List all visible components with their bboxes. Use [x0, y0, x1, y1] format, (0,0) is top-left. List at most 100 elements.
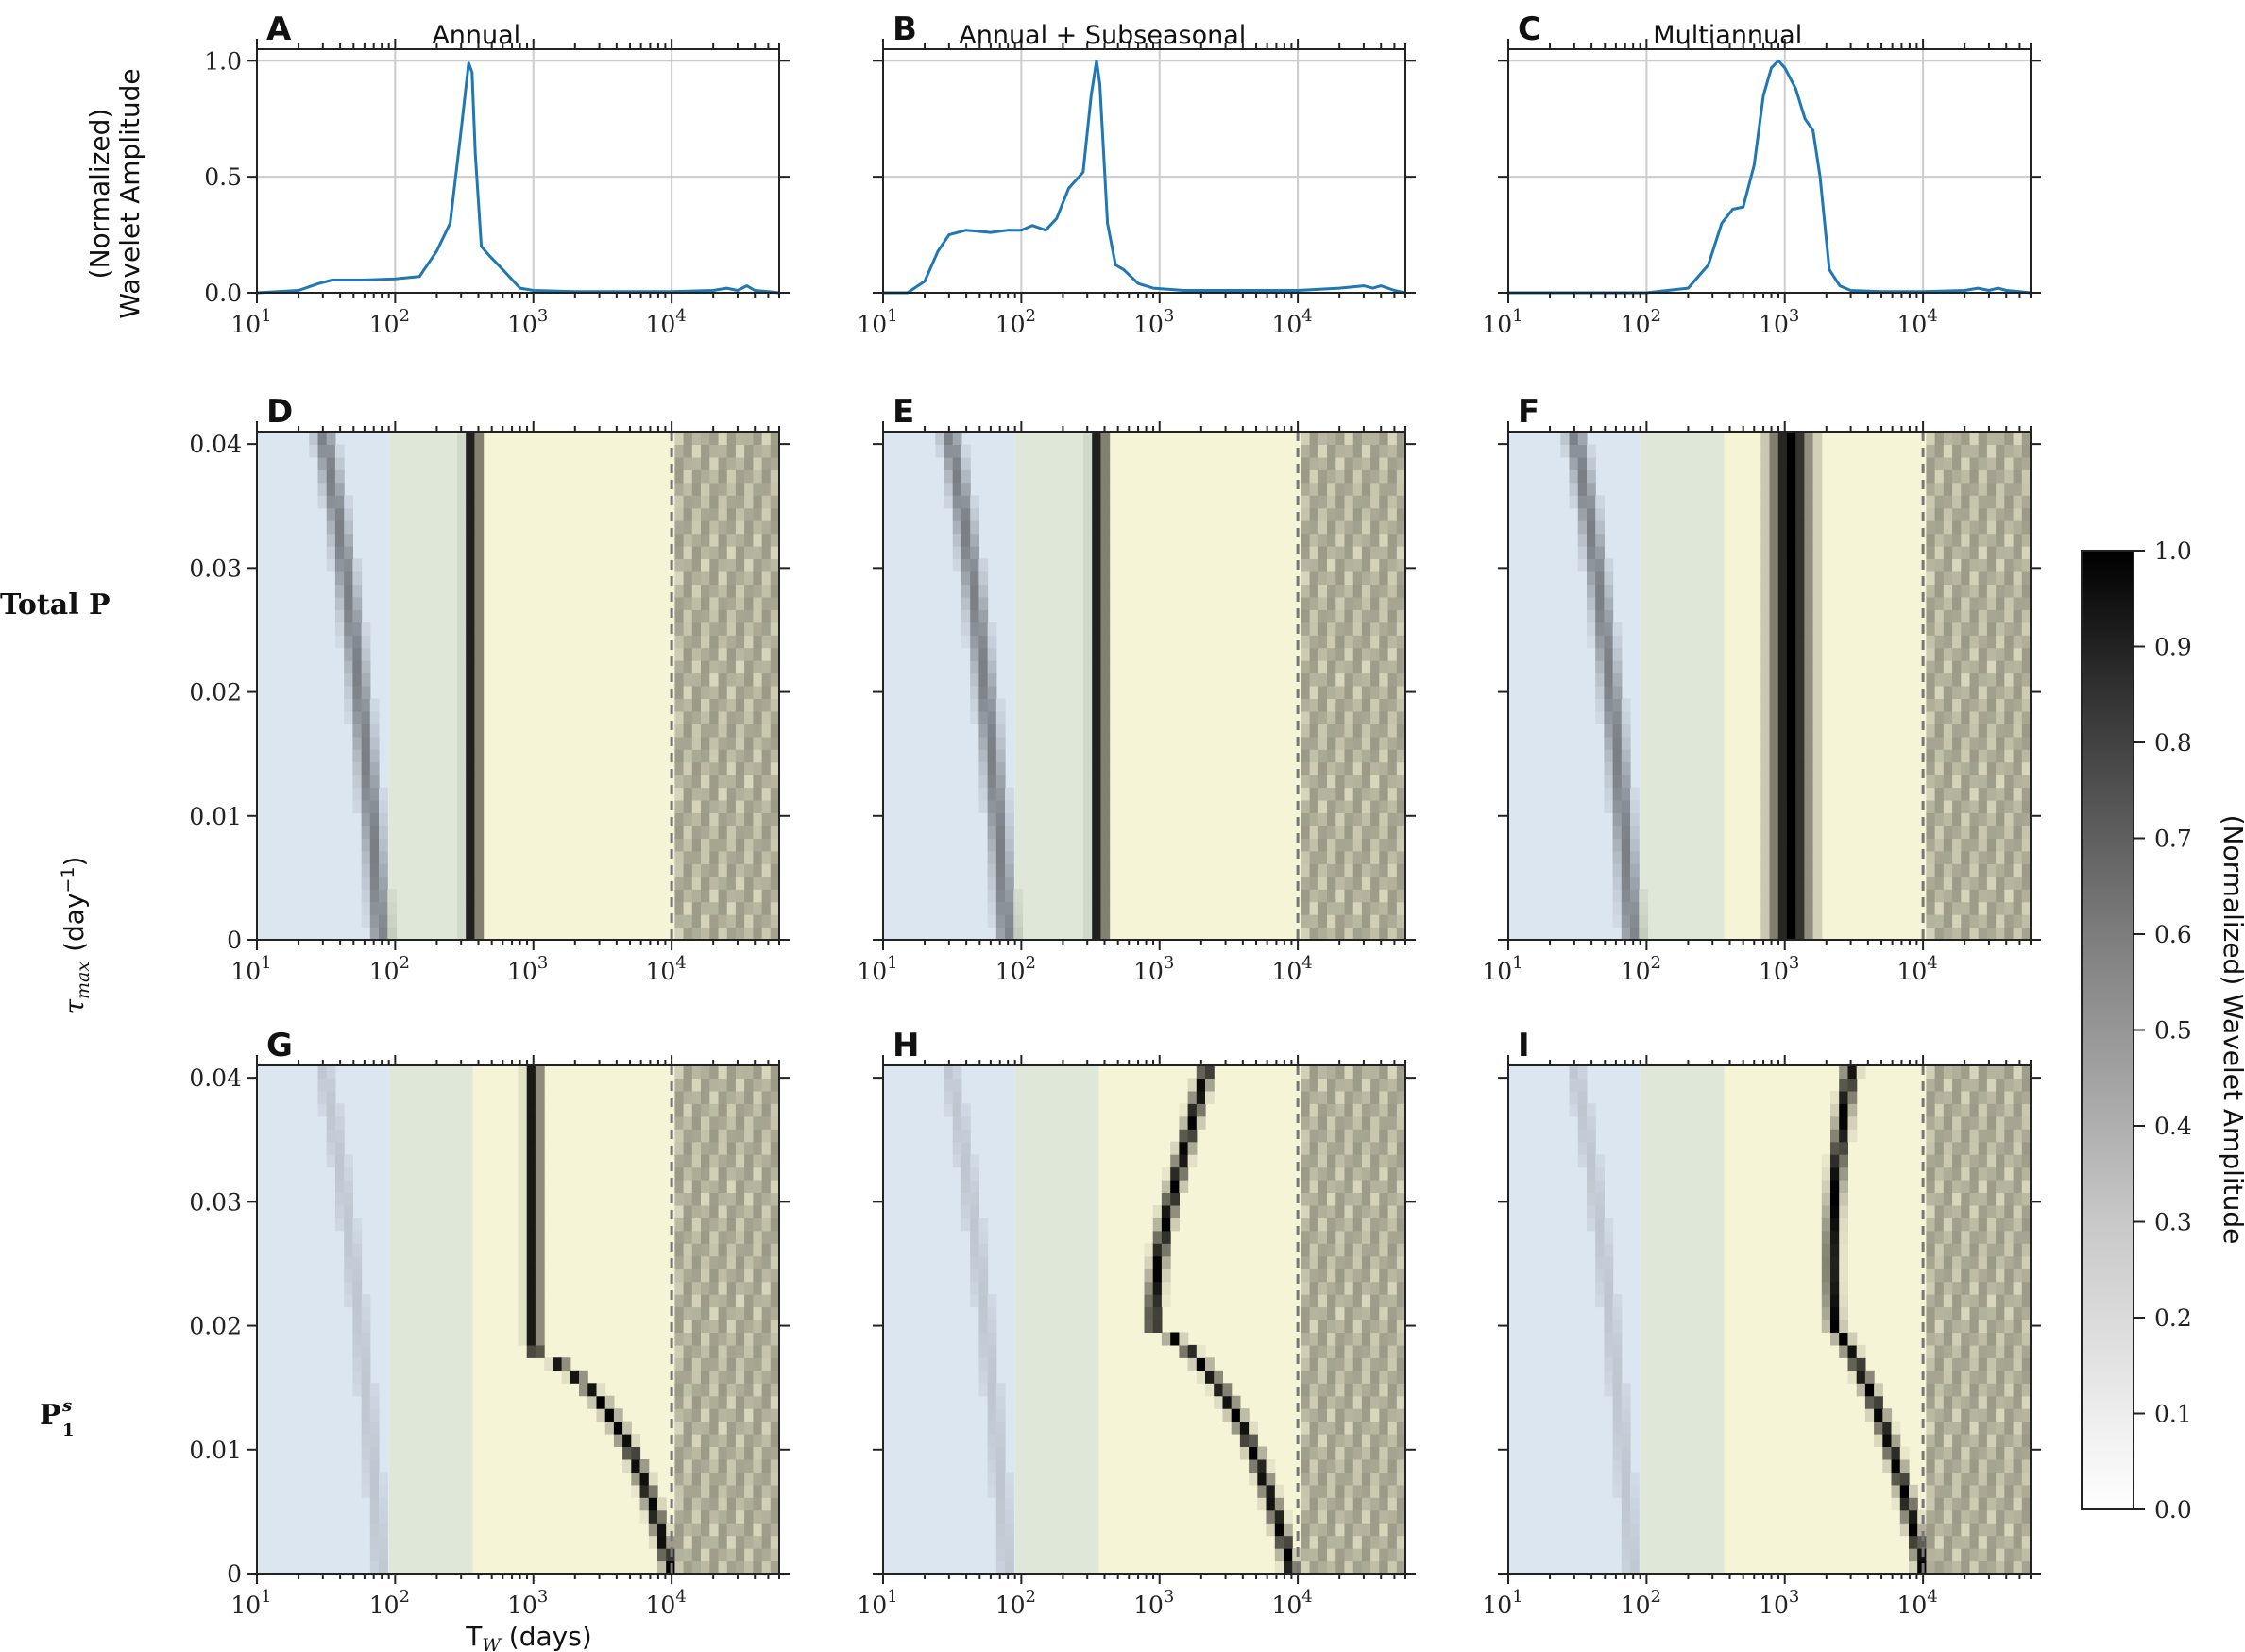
- heat-cell: [718, 826, 728, 839]
- heat-cell: [2004, 609, 2015, 623]
- heat-cell: [1577, 507, 1588, 521]
- heat-cell: [1587, 1154, 1596, 1168]
- heat-cell: [735, 647, 745, 661]
- heat-cell: [1187, 1344, 1198, 1358]
- heat-cell: [1387, 1294, 1398, 1308]
- heat-cell: [1370, 927, 1380, 941]
- heat-cell: [1986, 444, 1997, 458]
- heat-cell: [1370, 1218, 1380, 1232]
- heat-cell: [1387, 914, 1398, 928]
- heat-cell: [1309, 800, 1319, 813]
- heat-cell: [735, 1192, 745, 1206]
- heat-cell: [1318, 889, 1328, 903]
- heat-cell: [1769, 914, 1779, 928]
- heat-cell: [744, 1078, 754, 1092]
- heat-cell: [535, 1141, 545, 1155]
- heat-cell: [1344, 1192, 1354, 1206]
- heat-cell: [1161, 1332, 1171, 1346]
- heat-cell: [1760, 647, 1771, 661]
- heat-cell: [683, 698, 693, 712]
- heat-cell: [1577, 533, 1588, 547]
- heat-cell: [1396, 889, 1406, 903]
- heat-cell: [753, 775, 763, 789]
- x-tick-label: 103: [507, 953, 548, 985]
- heat-cell: [317, 1065, 328, 1079]
- heat-cell: [770, 1294, 780, 1308]
- heat-cell: [518, 1218, 528, 1232]
- heat-cell: [1361, 1306, 1371, 1320]
- heat-cell: [987, 647, 997, 661]
- heat-cell: [1387, 686, 1398, 699]
- heat-cell: [1882, 1434, 1893, 1447]
- heat-cell: [987, 710, 997, 724]
- heat-cell: [1795, 673, 1805, 687]
- heat-cell: [1327, 1320, 1336, 1333]
- heat-cell: [535, 1281, 545, 1295]
- heat-cell: [2004, 1421, 2015, 1435]
- heat-cell: [1604, 787, 1614, 801]
- heat-cell: [1318, 749, 1328, 763]
- heat-cell: [1379, 1167, 1389, 1181]
- heat-cell: [1387, 444, 1398, 458]
- heat-cell: [1205, 1357, 1215, 1371]
- heat-cell: [1335, 1560, 1346, 1575]
- heat-cell: [1100, 698, 1111, 712]
- heat-cell: [970, 558, 979, 572]
- heat-cell: [1301, 546, 1311, 559]
- heat-cell: [1396, 800, 1406, 813]
- heat-cell: [1934, 749, 1945, 763]
- heat-cell: [1587, 596, 1596, 610]
- heat-cell: [2004, 1383, 2015, 1397]
- heat-cell: [1387, 584, 1398, 598]
- heat-cell: [1926, 1205, 1936, 1218]
- heat-cell: [770, 863, 780, 877]
- heat-cell: [1318, 495, 1328, 509]
- heat-cell: [1092, 673, 1101, 687]
- heat-cell: [1318, 469, 1328, 484]
- heat-cell: [1978, 533, 1988, 547]
- heat-cell: [718, 927, 728, 941]
- heat-cell: [995, 1421, 1006, 1435]
- heat-cell: [1804, 761, 1814, 775]
- heat-cell: [2013, 838, 2023, 852]
- heat-cell: [344, 635, 353, 649]
- heat-cell: [1760, 432, 1771, 445]
- heat-cell: [761, 635, 772, 649]
- heat-cell: [1396, 1269, 1406, 1283]
- heat-cell: [770, 1167, 780, 1181]
- heat-cell: [1335, 710, 1346, 724]
- heat-cell: [1344, 469, 1354, 484]
- heat-cell: [735, 456, 745, 470]
- heat-cell: [1335, 444, 1346, 458]
- heat-cell: [1621, 736, 1631, 750]
- heat-cell: [1952, 826, 1962, 839]
- heat-cell: [744, 724, 754, 738]
- heat-cell: [944, 1078, 954, 1092]
- heat-cell: [987, 749, 997, 763]
- heat-cell: [753, 444, 763, 458]
- heat-cell: [1943, 698, 1953, 712]
- heat-cell: [1786, 533, 1796, 547]
- heat-cell: [1943, 1332, 1953, 1346]
- heat-cell: [1621, 1509, 1631, 1524]
- heat-cell: [535, 1255, 545, 1269]
- heat-cell: [674, 1320, 685, 1333]
- heat-cell: [674, 1408, 685, 1422]
- heat-cell: [952, 469, 962, 484]
- heat-cell: [987, 889, 997, 903]
- heat-cell: [761, 1344, 772, 1358]
- heat-cell: [683, 1306, 693, 1320]
- heat-cell: [709, 507, 720, 521]
- heat-cell: [466, 520, 475, 535]
- heat-cell: [1943, 901, 1953, 915]
- heat-cell: [1327, 660, 1336, 674]
- heat-cell: [2013, 1205, 2023, 1218]
- heat-cell: [709, 1269, 720, 1283]
- panel-letter: C: [1518, 10, 1541, 48]
- heat-cell: [466, 635, 475, 649]
- heat-cell: [1986, 736, 1997, 750]
- heat-cell: [1092, 724, 1101, 738]
- heat-cell: [770, 901, 780, 915]
- heat-cell: [701, 1103, 710, 1117]
- heat-cell: [1344, 1370, 1354, 1384]
